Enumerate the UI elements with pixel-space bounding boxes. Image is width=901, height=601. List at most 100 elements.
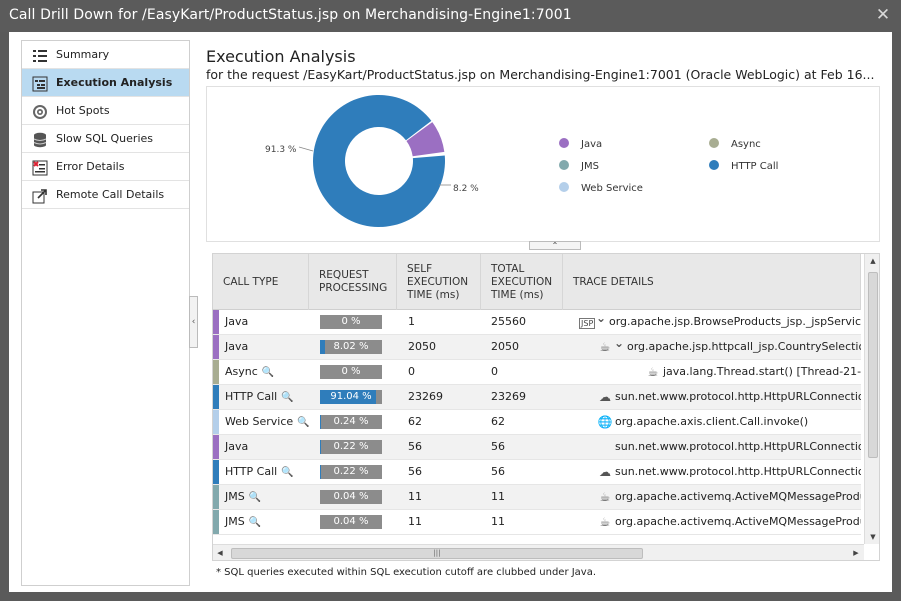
self-execution-time: 11 bbox=[408, 515, 422, 528]
trace-details-cell: sun.net.www.protocol.http.HttpURLConnect… bbox=[575, 435, 861, 459]
list-icon bbox=[32, 47, 48, 63]
call-type-cell: Java bbox=[225, 340, 248, 353]
table-row[interactable]: JMS 🔍 0.04 % 11 11 ☕ org.apache.activemq.Activ… bbox=[213, 510, 861, 535]
pie-slice-java[interactable] bbox=[405, 121, 445, 157]
slice-label-java: 8.2 % bbox=[453, 184, 479, 194]
title-bar: Call Drill Down for /EasyKart/ProductSta… bbox=[0, 0, 901, 32]
call-type-cell: JMS 🔍 bbox=[225, 490, 261, 503]
vertical-scroll-thumb[interactable] bbox=[868, 272, 878, 458]
trace-method[interactable]: org.apache.activemq.ActiveMQMessageProdu… bbox=[615, 490, 861, 503]
trace-method[interactable]: sun.net.www.protocol.http.HttpURLConnect… bbox=[615, 465, 861, 478]
trace-method[interactable]: sun.net.www.protocol.http.HttpURLConnect… bbox=[615, 390, 861, 403]
search-icon[interactable]: 🔍 bbox=[281, 467, 294, 478]
table-row[interactable]: Web Service 🔍 0.24 % 62 62 🌐 org.apache.axis.c… bbox=[213, 410, 861, 435]
footnote: * SQL queries executed within SQL execut… bbox=[216, 567, 597, 578]
table-row[interactable]: HTTP Call 🔍 91.04 % 23269 23269 ☁ sun.net.www.… bbox=[213, 385, 861, 410]
legend-item-async[interactable]: Async bbox=[709, 138, 761, 150]
request-processing-bar: 0.04 % bbox=[320, 490, 382, 504]
request-processing-value: 0.04 % bbox=[333, 491, 369, 502]
request-processing-value: 0 % bbox=[341, 316, 361, 327]
request-processing-bar: 0.04 % bbox=[320, 515, 382, 529]
legend-label: Async bbox=[731, 139, 761, 150]
table-row[interactable]: JMS 🔍 0.04 % 11 11 ☕ org.apache.activemq.Activ… bbox=[213, 485, 861, 510]
sidebar-item-hot-spots[interactable]: Hot Spots bbox=[22, 97, 189, 125]
table-row[interactable]: Java 0 % 1 25560 JSP ⌄ org.apache.jsp.BrowsePr… bbox=[213, 310, 861, 335]
call-type-color-bar bbox=[213, 360, 219, 384]
call-type-label: HTTP Call bbox=[225, 390, 278, 403]
close-icon[interactable]: ✕ bbox=[875, 5, 891, 25]
trace-method[interactable]: java.lang.Thread.start() [Thread-21-61] bbox=[663, 365, 861, 378]
chevron-down-icon[interactable]: ⌄ bbox=[613, 336, 625, 350]
trace-method[interactable]: org.apache.jsp.httpcall_jsp.CountrySelec… bbox=[627, 340, 861, 353]
table-row[interactable]: HTTP Call 🔍 0.22 % 56 56 ☁ sun.net.www.protoco… bbox=[213, 460, 861, 485]
scroll-right-icon[interactable]: ▶ bbox=[853, 549, 859, 557]
legend-item-http-call[interactable]: HTTP Call bbox=[709, 160, 778, 172]
scroll-down-icon[interactable]: ▼ bbox=[870, 533, 876, 541]
call-type-cell: HTTP Call 🔍 bbox=[225, 390, 294, 403]
call-type-color-bar bbox=[213, 485, 219, 509]
call-type-cell: Async 🔍 bbox=[225, 365, 274, 378]
sidebar-item-summary[interactable]: Summary bbox=[22, 41, 189, 69]
toggle-chart-button[interactable]: ⌃ bbox=[529, 241, 581, 250]
cloud-icon: ☁ bbox=[599, 465, 611, 479]
call-type-label: HTTP Call bbox=[225, 465, 278, 478]
target-icon bbox=[32, 103, 48, 119]
table-row[interactable]: Java 0.22 % 56 56 sun.net.www.protocol.http.… bbox=[213, 435, 861, 460]
scroll-left-icon[interactable]: ◀ bbox=[217, 549, 223, 557]
sidebar-item-slow-sql-queries[interactable]: Slow SQL Queries bbox=[22, 125, 189, 153]
call-type-color-bar bbox=[213, 385, 219, 409]
self-execution-time: 62 bbox=[408, 415, 422, 428]
trace-details-cell: ☕ java.lang.Thread.start() [Thread-21-61] bbox=[575, 360, 861, 384]
trace-method[interactable]: org.apache.activemq.ActiveMQMessageProdu… bbox=[615, 515, 861, 528]
horizontal-scrollbar[interactable]: ◀ ||| ▶ bbox=[213, 544, 864, 560]
legend-item-jms[interactable]: JMS bbox=[559, 160, 599, 172]
trace-details-cell: JSP ⌄ org.apache.jsp.BrowseProducts_jsp._j… bbox=[575, 310, 861, 334]
sidebar-item-error-details[interactable]: Error Details bbox=[22, 153, 189, 181]
legend-label: JMS bbox=[581, 161, 599, 172]
horizontal-scroll-thumb[interactable]: ||| bbox=[231, 548, 643, 559]
window-title: Call Drill Down for /EasyKart/ProductSta… bbox=[9, 7, 572, 23]
cloud-icon: ☁ bbox=[599, 390, 611, 404]
trace-details-cell: 🌐 org.apache.axis.client.Call.invoke() bbox=[575, 410, 861, 434]
scroll-up-icon[interactable]: ▲ bbox=[870, 257, 876, 265]
call-type-color-bar bbox=[213, 310, 219, 334]
trace-method[interactable]: sun.net.www.protocol.http.HttpURLConnect… bbox=[615, 440, 861, 453]
search-icon[interactable]: 🔍 bbox=[281, 392, 294, 403]
pie-slice-http-call[interactable] bbox=[307, 89, 451, 233]
self-execution-time: 56 bbox=[408, 465, 422, 478]
search-icon[interactable]: 🔍 bbox=[261, 367, 275, 378]
column-header-1[interactable]: CALL TYPE bbox=[213, 254, 309, 310]
table-row[interactable]: Async 🔍 0 % 0 0 ☕ java.lang.Thread.start() [Th… bbox=[213, 360, 861, 385]
search-icon[interactable]: 🔍 bbox=[248, 492, 262, 503]
trace-method[interactable]: org.apache.jsp.BrowseProducts_jsp._jspSe… bbox=[609, 315, 861, 328]
execution-pie-chart: 91.3 % 8.2 % Java Async JMS HTTP Call Web Ser… bbox=[206, 86, 880, 242]
slice-leader-line bbox=[298, 146, 314, 152]
column-header-2[interactable]: REQUEST PROCESSING bbox=[309, 254, 397, 310]
jsp-icon: JSP bbox=[579, 318, 596, 329]
total-execution-time: 11 bbox=[491, 490, 505, 503]
request-processing-bar: 0 % bbox=[320, 365, 382, 379]
call-type-label: JMS bbox=[225, 515, 245, 528]
column-header-label: TRACE DETAILS bbox=[573, 275, 654, 288]
column-header-4[interactable]: TOTAL EXECUTION TIME (ms) bbox=[481, 254, 563, 310]
column-header-5[interactable]: TRACE DETAILS bbox=[563, 254, 861, 310]
table-row[interactable]: Java 8.02 % 2050 2050 ☕ ⌄ org.apache.jsp.httpc… bbox=[213, 335, 861, 360]
search-icon[interactable]: 🔍 bbox=[248, 517, 262, 528]
sidebar-item-remote-call-details[interactable]: Remote Call Details bbox=[22, 181, 189, 209]
sidebar-item-label: Slow SQL Queries bbox=[56, 132, 154, 145]
column-header-3[interactable]: SELF EXECUTION TIME (ms) bbox=[397, 254, 481, 310]
sidebar-item-execution-analysis[interactable]: Execution Analysis bbox=[22, 69, 189, 97]
request-processing-value: 8.02 % bbox=[333, 341, 369, 352]
request-processing-fill bbox=[320, 340, 325, 354]
call-type-cell: JMS 🔍 bbox=[225, 515, 261, 528]
trace-method[interactable]: org.apache.axis.client.Call.invoke() bbox=[615, 415, 809, 428]
legend-item-java[interactable]: Java bbox=[559, 138, 602, 150]
call-type-label: Java bbox=[225, 440, 249, 453]
total-execution-time: 0 bbox=[491, 365, 498, 378]
collapse-sidebar-button[interactable]: ‹ bbox=[189, 296, 198, 348]
legend-item-web-service[interactable]: Web Service bbox=[559, 182, 643, 194]
search-icon[interactable]: 🔍 bbox=[297, 417, 310, 428]
chevron-down-icon[interactable]: ⌄ bbox=[595, 311, 607, 325]
vertical-scrollbar[interactable]: ▲ ▼ bbox=[864, 254, 879, 544]
legend-swatch bbox=[559, 182, 569, 192]
